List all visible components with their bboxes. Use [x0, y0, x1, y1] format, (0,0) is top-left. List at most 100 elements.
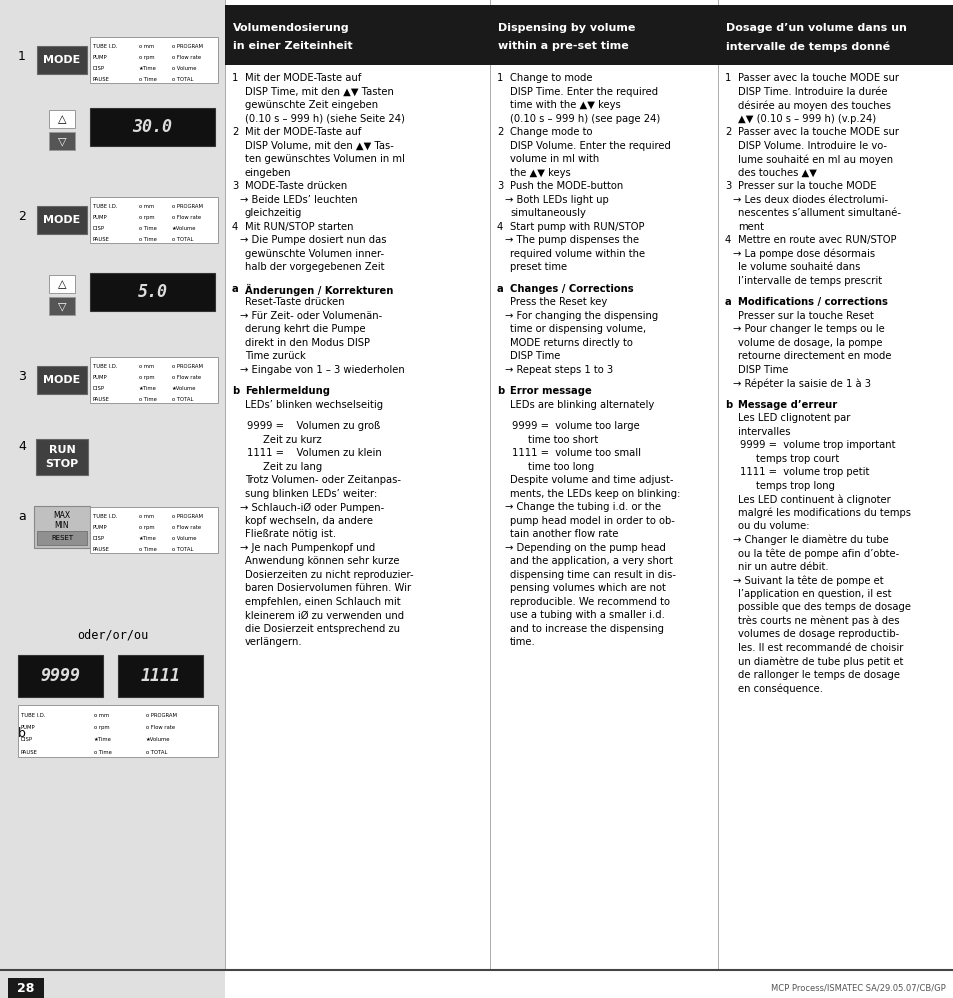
- Text: volume in ml with: volume in ml with: [510, 154, 598, 164]
- Text: o mm: o mm: [138, 44, 153, 49]
- Bar: [37, 206, 87, 234]
- Text: 28: 28: [17, 981, 34, 994]
- Text: ten gewünschtes Volumen in ml: ten gewünschtes Volumen in ml: [245, 154, 404, 164]
- Bar: [0, 0, 225, 998]
- Text: Mit der MODE-Taste auf: Mit der MODE-Taste auf: [245, 127, 361, 137]
- Text: baren Dosiervolumen führen. Wir: baren Dosiervolumen führen. Wir: [245, 583, 411, 593]
- Text: 9999: 9999: [40, 667, 80, 685]
- Bar: [49, 275, 75, 293]
- Text: dispensing time can result in dis-: dispensing time can result in dis-: [510, 570, 676, 580]
- Text: → Die Pumpe dosiert nun das: → Die Pumpe dosiert nun das: [240, 235, 386, 245]
- Text: en conséquence.: en conséquence.: [738, 684, 822, 694]
- Text: lume souhaité en ml au moyen: lume souhaité en ml au moyen: [738, 154, 892, 165]
- Text: tain another flow rate: tain another flow rate: [510, 529, 618, 539]
- Text: TUBE I.D.: TUBE I.D.: [92, 364, 117, 369]
- Text: o mm: o mm: [138, 204, 153, 209]
- Text: 1111: 1111: [140, 667, 180, 685]
- Bar: [49, 132, 75, 150]
- Text: 1: 1: [724, 73, 731, 83]
- Text: o PROGRAM: o PROGRAM: [172, 364, 203, 369]
- Text: o PROGRAM: o PROGRAM: [146, 713, 177, 718]
- Text: 2: 2: [18, 210, 26, 223]
- Text: Modifications / corrections: Modifications / corrections: [738, 297, 887, 307]
- Text: TUBE I.D.: TUBE I.D.: [21, 713, 46, 718]
- Text: b: b: [497, 386, 504, 396]
- Text: PAUSE: PAUSE: [92, 77, 110, 82]
- Text: → Für Zeit- oder Volumenän-: → Für Zeit- oder Volumenän-: [240, 310, 382, 320]
- Text: o TOTAL: o TOTAL: [172, 397, 193, 402]
- Text: → Je nach Pumpenkopf und: → Je nach Pumpenkopf und: [240, 543, 375, 553]
- Text: o mm: o mm: [138, 364, 153, 369]
- Text: retourne directement en mode: retourne directement en mode: [738, 351, 890, 361]
- Text: → Both LEDs light up: → Both LEDs light up: [504, 195, 608, 205]
- Text: le volume souhaité dans: le volume souhaité dans: [738, 262, 860, 272]
- Text: LEDs’ blinken wechselseitig: LEDs’ blinken wechselseitig: [245, 400, 383, 410]
- Text: MAX: MAX: [53, 511, 71, 520]
- Text: → Changer le diamètre du tube: → Changer le diamètre du tube: [732, 535, 888, 545]
- Text: RUN: RUN: [49, 445, 75, 455]
- Text: 4: 4: [724, 235, 731, 245]
- Bar: [49, 297, 75, 315]
- Text: ★Time: ★Time: [138, 66, 156, 71]
- Text: volume de dosage, la pompe: volume de dosage, la pompe: [738, 337, 882, 347]
- Text: → Beide LEDs’ leuchten: → Beide LEDs’ leuchten: [240, 195, 357, 205]
- Text: and the application, a very short: and the application, a very short: [510, 556, 672, 566]
- Text: Push the MODE-button: Push the MODE-button: [510, 181, 622, 191]
- Text: intervalles: intervalles: [738, 427, 790, 437]
- Text: o Flow rate: o Flow rate: [172, 215, 201, 220]
- Text: b: b: [724, 400, 732, 410]
- Text: ★Time: ★Time: [94, 738, 112, 743]
- Text: in einer Zeiteinheit: in einer Zeiteinheit: [233, 41, 353, 51]
- Text: MODE returns directly to: MODE returns directly to: [510, 337, 632, 347]
- Text: PAUSE: PAUSE: [92, 547, 110, 552]
- Text: Fehlermeldung: Fehlermeldung: [245, 386, 330, 396]
- Text: DISP Volume, mit den ▲▼ Tas-: DISP Volume, mit den ▲▼ Tas-: [245, 141, 394, 151]
- Text: LEDs are blinking alternately: LEDs are blinking alternately: [510, 400, 654, 410]
- Text: 2: 2: [497, 127, 503, 137]
- Text: ou du volume:: ou du volume:: [738, 521, 809, 531]
- Text: Presser sur la touche MODE: Presser sur la touche MODE: [738, 181, 876, 191]
- Text: o Time: o Time: [138, 77, 156, 82]
- Bar: [37, 46, 87, 74]
- Text: o TOTAL: o TOTAL: [146, 749, 167, 754]
- Text: temps trop court: temps trop court: [755, 454, 839, 464]
- Text: PAUSE: PAUSE: [92, 397, 110, 402]
- Text: Message d’erreur: Message d’erreur: [738, 400, 837, 410]
- Text: simultaneously: simultaneously: [510, 208, 585, 218]
- Text: Presser sur la touche Reset: Presser sur la touche Reset: [738, 310, 873, 320]
- Text: 1: 1: [497, 73, 503, 83]
- Text: Dosage d’un volume dans un: Dosage d’un volume dans un: [725, 23, 906, 33]
- Text: ment: ment: [738, 222, 763, 232]
- Text: 9999 =    Volumen zu groß: 9999 = Volumen zu groß: [247, 421, 380, 431]
- Text: time or dispensing volume,: time or dispensing volume,: [510, 324, 645, 334]
- Bar: [49, 110, 75, 128]
- Text: ments, the LEDs keep on blinking:: ments, the LEDs keep on blinking:: [510, 489, 679, 499]
- Text: die Dosierzeit entsprechend zu: die Dosierzeit entsprechend zu: [245, 624, 399, 634]
- Text: Passer avec la touche MODE sur: Passer avec la touche MODE sur: [738, 73, 898, 83]
- Text: → Pour changer le temps ou le: → Pour changer le temps ou le: [732, 324, 883, 334]
- Text: gleichzeitig: gleichzeitig: [245, 208, 302, 218]
- Text: malgré les modifications du temps: malgré les modifications du temps: [738, 508, 910, 518]
- Text: MCP Process/ISMATEC SA/29.05.07/CB/GP: MCP Process/ISMATEC SA/29.05.07/CB/GP: [770, 983, 945, 992]
- Text: TUBE I.D.: TUBE I.D.: [92, 44, 117, 49]
- Text: a: a: [497, 283, 503, 293]
- Text: → La pompe dose désormais: → La pompe dose désormais: [732, 249, 874, 259]
- Bar: [90, 507, 218, 553]
- Text: → Les deux diodes électrolumi-: → Les deux diodes électrolumi-: [732, 195, 887, 205]
- Text: a: a: [232, 283, 238, 293]
- Text: → Eingabe von 1 – 3 wiederholen: → Eingabe von 1 – 3 wiederholen: [240, 364, 404, 374]
- Text: o Time: o Time: [138, 547, 156, 552]
- Text: désirée au moyen des touches: désirée au moyen des touches: [738, 100, 890, 111]
- Text: STOP: STOP: [46, 459, 78, 469]
- Bar: [8, 978, 44, 998]
- Text: o Volume: o Volume: [172, 66, 196, 71]
- Text: o Flow rate: o Flow rate: [172, 55, 201, 60]
- Text: DISP Time. Introduire la durée: DISP Time. Introduire la durée: [738, 87, 886, 97]
- Text: Passer avec la touche MODE sur: Passer avec la touche MODE sur: [738, 127, 898, 137]
- Text: Time zurück: Time zurück: [245, 351, 305, 361]
- Text: MODE: MODE: [43, 215, 81, 225]
- Text: MODE: MODE: [43, 55, 81, 65]
- Text: Trotz Volumen- oder Zeitanpas-: Trotz Volumen- oder Zeitanpas-: [245, 475, 400, 485]
- Text: PUMP: PUMP: [92, 525, 108, 530]
- Text: Press the Reset key: Press the Reset key: [510, 297, 607, 307]
